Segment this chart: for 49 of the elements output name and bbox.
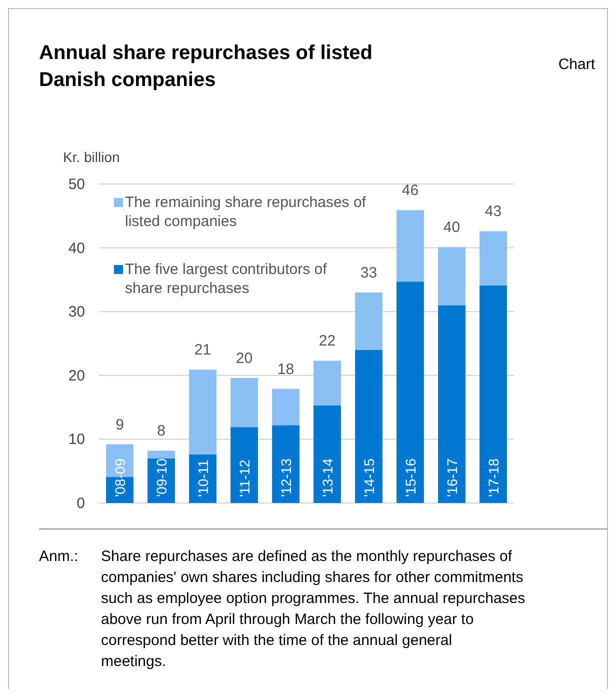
bar [480,231,507,286]
total-label: 18 [277,360,294,378]
bar [314,405,341,503]
bar [438,247,466,306]
total-label: 21 [194,342,212,359]
total-label: 20 [236,350,253,367]
y-axis-title: Kr. billion [63,149,120,165]
bar [230,378,258,428]
text: Chart [558,56,596,73]
x-tick-label: '17-18 [485,458,502,497]
x-tick-label: '11-12 [236,459,252,497]
bar [314,360,341,406]
x-tick-label: '09-10 [153,458,170,497]
total-label: 22 [318,332,336,350]
y-tick-label: 20 [68,367,85,384]
bar [355,292,382,350]
bar [230,427,258,503]
bar [480,285,507,503]
x-tick-label: '13-14 [319,458,336,497]
legend-label: The remaining share repurchases of listed companies [125,194,367,230]
total-label: 46 [402,182,419,200]
y-tick-label: 50 [68,176,85,193]
y-tick-label: 40 [68,240,85,257]
bar [189,370,216,455]
x-tick-label: '16-17 [444,458,460,497]
legend-label: The five largest contributors of share repurchases [125,261,328,297]
total-label: 43 [484,203,502,220]
bar [272,388,300,426]
total-label: 40 [443,219,460,236]
y-tick-label: 0 [76,495,85,512]
total-label: 9 [116,416,124,434]
bar [272,425,300,503]
text: Anm.: Share repurchases are defined as the monthly repurchases of companies' own shares including shares for other commitments such as employee option programmes. The annual repurchases above run from April through March the following year to correspond better with the time of the annual general meetings. [39,548,526,670]
bar [148,450,175,458]
y-tick-label: 10 [68,431,85,448]
y-tick-label: 30 [68,304,85,321]
bar [355,350,382,503]
total-label: 33 [360,264,378,282]
bar [396,210,424,282]
x-tick-label: '10-11 [194,459,211,497]
x-tick-label: '08-09 [112,458,128,497]
bar [189,454,216,503]
bar [396,282,424,503]
chart-title: Annual share repurchases of listed Danish companies [39,42,372,91]
total-label: 8 [157,422,166,440]
x-tick-label: '14-15 [360,458,377,497]
x-tick-label: '12-13 [278,458,294,497]
x-tick-label: '15-16 [402,458,418,497]
bar [438,305,466,503]
